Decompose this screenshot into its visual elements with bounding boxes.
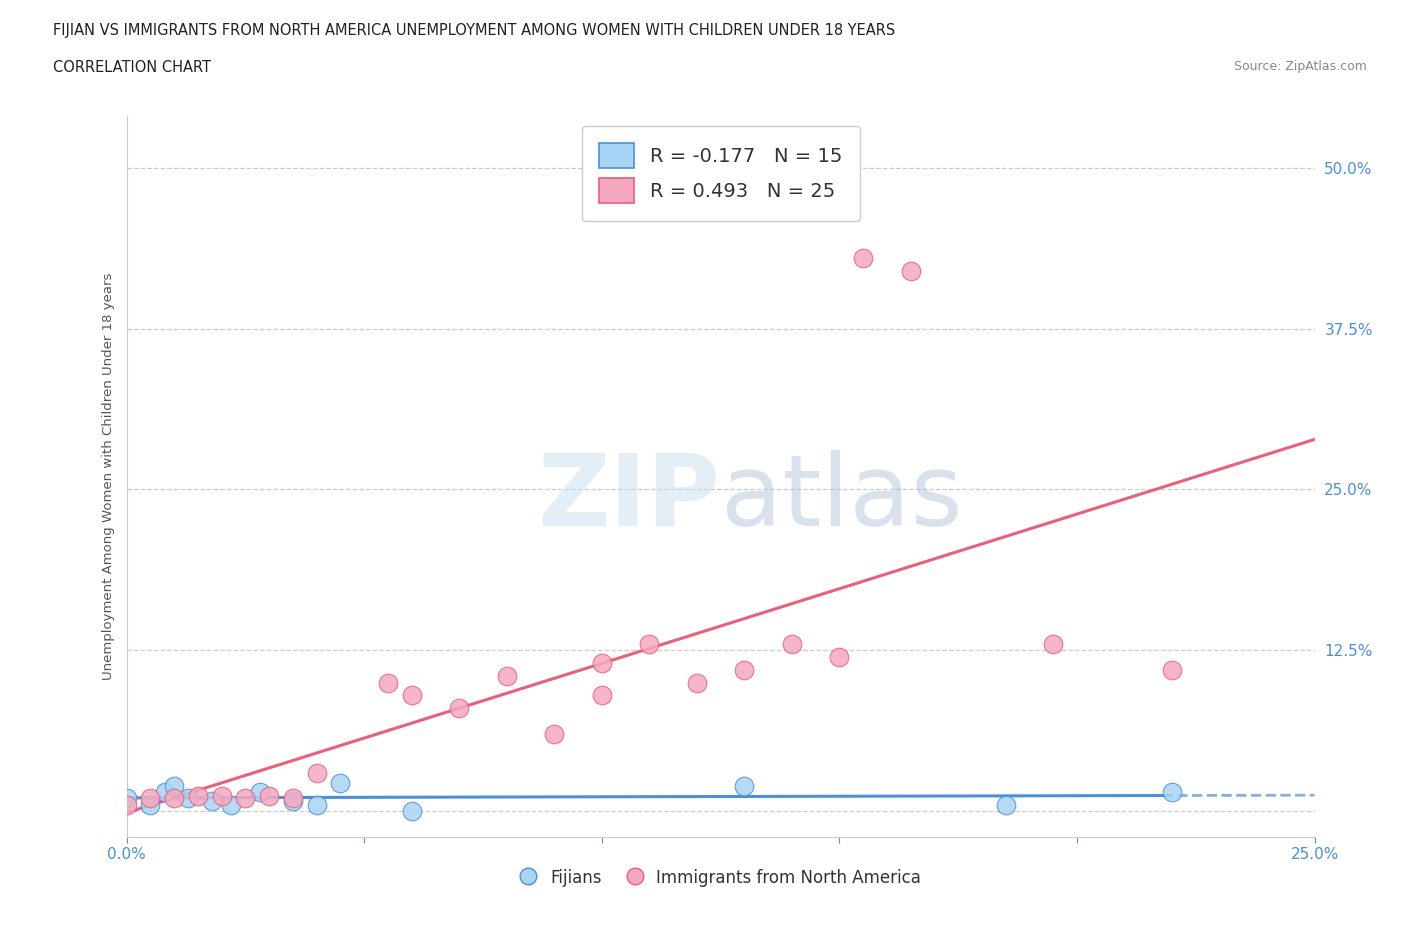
Point [852, 250, 875, 265]
Point [281, 793, 304, 808]
Point [828, 649, 851, 664]
Point [377, 675, 399, 690]
Point [733, 662, 755, 677]
Point [1161, 785, 1184, 800]
Point [305, 765, 328, 780]
Point [733, 778, 755, 793]
Point [591, 688, 613, 703]
Point [115, 790, 138, 805]
Point [177, 790, 200, 805]
Point [401, 804, 423, 818]
Point [329, 776, 352, 790]
Text: Source: ZipAtlas.com: Source: ZipAtlas.com [1233, 60, 1367, 73]
Point [780, 636, 803, 651]
Text: CORRELATION CHART: CORRELATION CHART [53, 60, 211, 75]
Point [305, 797, 328, 812]
Point [495, 669, 517, 684]
Point [139, 790, 162, 805]
Point [401, 688, 423, 703]
Text: ZIP: ZIP [537, 450, 720, 547]
Point [249, 785, 271, 800]
Point [591, 656, 613, 671]
Y-axis label: Unemployment Among Women with Children Under 18 years: Unemployment Among Women with Children U… [103, 272, 115, 681]
Point [638, 636, 661, 651]
Point [257, 789, 280, 804]
Point [994, 797, 1017, 812]
Point [686, 675, 709, 690]
Point [1161, 662, 1184, 677]
Point [163, 790, 186, 805]
Point [201, 793, 224, 808]
Point [219, 797, 242, 812]
Point [187, 789, 209, 804]
Text: atlas: atlas [720, 450, 962, 547]
Point [139, 797, 162, 812]
Point [543, 726, 565, 741]
Point [211, 789, 233, 804]
Point [1042, 636, 1064, 651]
Point [153, 785, 176, 800]
Legend: Fijians, Immigrants from North America: Fijians, Immigrants from North America [513, 862, 928, 894]
Point [233, 790, 256, 805]
Point [115, 797, 138, 812]
Point [449, 701, 471, 716]
Point [900, 263, 922, 278]
Point [163, 778, 186, 793]
Point [281, 790, 304, 805]
Text: FIJIAN VS IMMIGRANTS FROM NORTH AMERICA UNEMPLOYMENT AMONG WOMEN WITH CHILDREN U: FIJIAN VS IMMIGRANTS FROM NORTH AMERICA … [53, 23, 896, 38]
